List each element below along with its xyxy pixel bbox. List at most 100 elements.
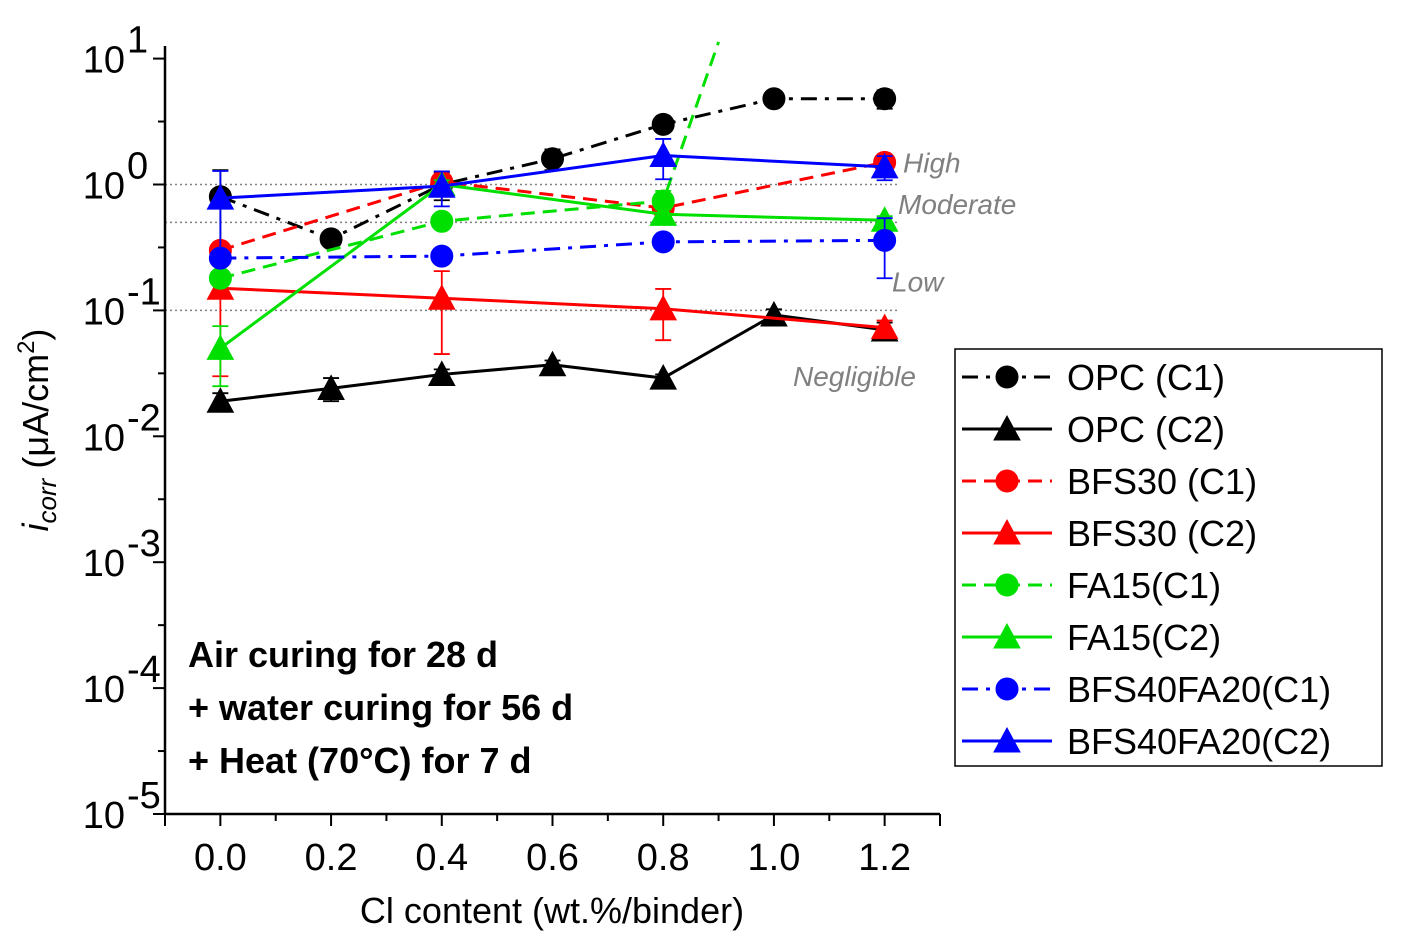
x-tick-label: 0.6 — [526, 837, 579, 879]
series-line — [219, 160, 885, 252]
legend-label: BFS40FA20(C1) — [1067, 669, 1331, 710]
y-axis-title: icorr (μA/cm2) — [13, 329, 62, 532]
series-layer — [206, 41, 899, 413]
y-tick-base: 10 — [83, 165, 125, 207]
legend-label: BFS30 (C1) — [1067, 461, 1257, 502]
series-opc-c1- — [208, 87, 897, 252]
data-point — [995, 365, 1019, 389]
data-point — [427, 360, 456, 386]
data-point — [649, 294, 678, 321]
x-tick-label: 0.8 — [637, 837, 690, 879]
legend-label: OPC (C1) — [1067, 357, 1225, 398]
series-bfs40fa20-c2- — [206, 138, 899, 255]
y-axis-title-main: i — [15, 522, 56, 531]
data-point — [427, 172, 456, 198]
y-tick-base: 10 — [83, 291, 125, 333]
data-point — [873, 228, 897, 252]
data-point — [993, 726, 1021, 753]
data-point — [870, 152, 899, 179]
y-tick-label: 10 — [83, 543, 125, 585]
y-tick-base: 10 — [83, 795, 125, 837]
data-point — [995, 677, 1019, 701]
data-point — [993, 518, 1021, 545]
data-point — [206, 184, 235, 210]
y-tick-label: 10 — [83, 669, 125, 711]
annotation-line: Air curing for 28 d — [188, 634, 498, 675]
annotation-box: Air curing for 28 d + water curing for 5… — [188, 634, 573, 781]
y-tick-label: 10 — [83, 40, 125, 82]
y-axis-title-end: ) — [15, 329, 56, 341]
y-tick-base: 10 — [83, 543, 125, 585]
annotation-line: + Heat (70°C) for 7 d — [188, 740, 531, 781]
series-line — [220, 286, 885, 330]
y-axis-title-sub: corr — [32, 477, 62, 523]
data-point — [870, 313, 899, 340]
x-axis-title: Cl content (wt.%/binder) — [360, 890, 744, 931]
legend-label: OPC (C2) — [1067, 409, 1225, 450]
y-tick-exponent: 1 — [127, 20, 148, 62]
zone-label: High — [903, 147, 961, 178]
y-tick-exponent: -1 — [127, 271, 161, 313]
y-tick-exponent: -5 — [127, 775, 161, 817]
y-tick-label: 10 — [83, 417, 125, 459]
data-point — [760, 300, 788, 327]
data-point — [873, 87, 897, 111]
data-point — [651, 112, 675, 136]
series-line — [220, 153, 885, 200]
data-point — [762, 87, 786, 111]
data-point — [206, 387, 235, 413]
x-tick-label: 0.2 — [305, 837, 358, 879]
data-point — [649, 200, 678, 226]
y-tick-exponent: -2 — [127, 397, 161, 439]
data-point — [208, 266, 232, 290]
series-line — [219, 182, 885, 350]
x-tick-label: 1.0 — [748, 837, 801, 879]
legend-label: BFS30 (C2) — [1067, 513, 1257, 554]
series-bfs40fa20-c1- — [208, 217, 897, 280]
zone-label: Low — [892, 266, 945, 297]
data-point — [993, 622, 1021, 649]
data-point — [993, 414, 1021, 441]
y-tick-base: 10 — [83, 669, 125, 711]
y-tick-label: 10 — [83, 291, 125, 333]
zone-label: Moderate — [898, 189, 1016, 220]
data-point — [430, 244, 454, 268]
legend-label: FA15(C1) — [1067, 565, 1221, 606]
data-point — [649, 364, 678, 390]
series-bfs30-c2- — [206, 255, 899, 378]
data-point — [317, 374, 345, 400]
data-point — [430, 209, 454, 233]
y-tick-label: 10 — [83, 795, 125, 837]
legend-label: FA15(C2) — [1067, 617, 1221, 658]
data-point — [995, 573, 1019, 597]
data-point — [538, 350, 567, 377]
data-point — [427, 284, 456, 310]
y-tick-base: 10 — [83, 40, 125, 82]
y-tick-exponent: -4 — [127, 649, 161, 691]
annotation-line: + water curing for 56 d — [188, 687, 573, 728]
legend-box — [954, 348, 1383, 767]
y-tick-exponent: -3 — [127, 523, 161, 565]
zone-label: Negligible — [793, 361, 916, 392]
y-tick-label: 10 — [83, 165, 125, 207]
y-axis-title-sup: 2 — [13, 341, 40, 354]
x-tick-label: 0.0 — [194, 837, 247, 879]
series-fa15-c1- — [208, 41, 720, 290]
y-axis-title-rest: (μA/cm — [15, 354, 56, 479]
series-line — [219, 41, 720, 280]
zone-labels: High Moderate Low Negligible — [793, 147, 1016, 392]
y-tick-exponent: 0 — [127, 145, 148, 187]
legend-label: BFS40FA20(C2) — [1067, 721, 1331, 762]
data-point — [651, 230, 675, 254]
data-point — [995, 469, 1019, 493]
ticks: 0.0 0.2 0.4 0.6 0.8 1.0 1.210 110 010 -110 -210 -31… — [83, 20, 941, 879]
data-point — [541, 147, 564, 171]
series-line — [220, 238, 885, 260]
legend: OPC (C1) OPC (C2) BFS30 (C1) BFS30 (C2) FA15… — [954, 348, 1383, 767]
x-tick-label: 1.2 — [858, 837, 911, 879]
y-tick-base: 10 — [83, 417, 125, 459]
data-point — [649, 141, 678, 168]
x-tick-label: 0.4 — [415, 837, 468, 879]
data-point — [206, 334, 235, 360]
